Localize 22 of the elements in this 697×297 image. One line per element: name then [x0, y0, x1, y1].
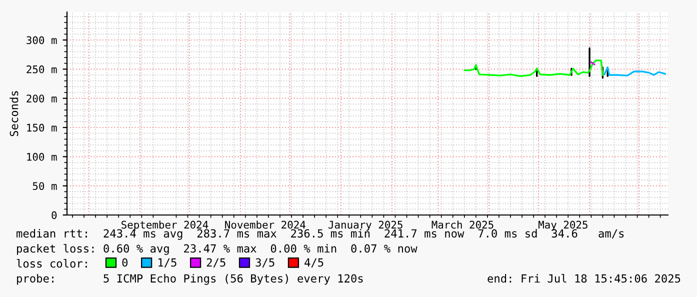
legend-label: 4/5	[304, 258, 324, 268]
text: end: Fri Jul 18 15:45:06 2025	[488, 274, 680, 283]
legend-label: 0	[122, 258, 128, 267]
x-tick-label: November 2024	[225, 220, 306, 229]
x-tick-label: March 2025	[432, 220, 494, 229]
legend-label: 3/5	[256, 258, 274, 268]
y-tick-label: 0	[52, 211, 57, 220]
y-tick-label: 250 m	[26, 65, 57, 74]
text: probe: 5 ICMP Echo Pings (56 Bytes) every 120s	[17, 274, 363, 285]
legend-label: 2/5	[206, 258, 226, 268]
legend-label: 1/5	[158, 258, 176, 268]
text: median rtt: 243.4 ms avg 283.7 ms max 236.5 ms min 241.7 ms now 7.0 ms sd 34.6 am/s	[16, 229, 624, 240]
text: packet loss: 0.60 % avg 23.47 % max 0.00 % min 0.07 % now	[17, 244, 418, 255]
line-series	[604, 66, 666, 76]
y-tick-label: 100 m	[27, 152, 57, 161]
y-tick-label: 300 m	[26, 36, 57, 44]
y-tick-label: 150 m	[27, 124, 57, 132]
y-tick-label: 200 m	[26, 94, 57, 102]
y-axis-title: Seconds	[10, 91, 18, 136]
y-tick-label: 50 m	[32, 182, 57, 190]
line-series	[464, 60, 604, 77]
legend-title: loss color:	[16, 259, 87, 268]
